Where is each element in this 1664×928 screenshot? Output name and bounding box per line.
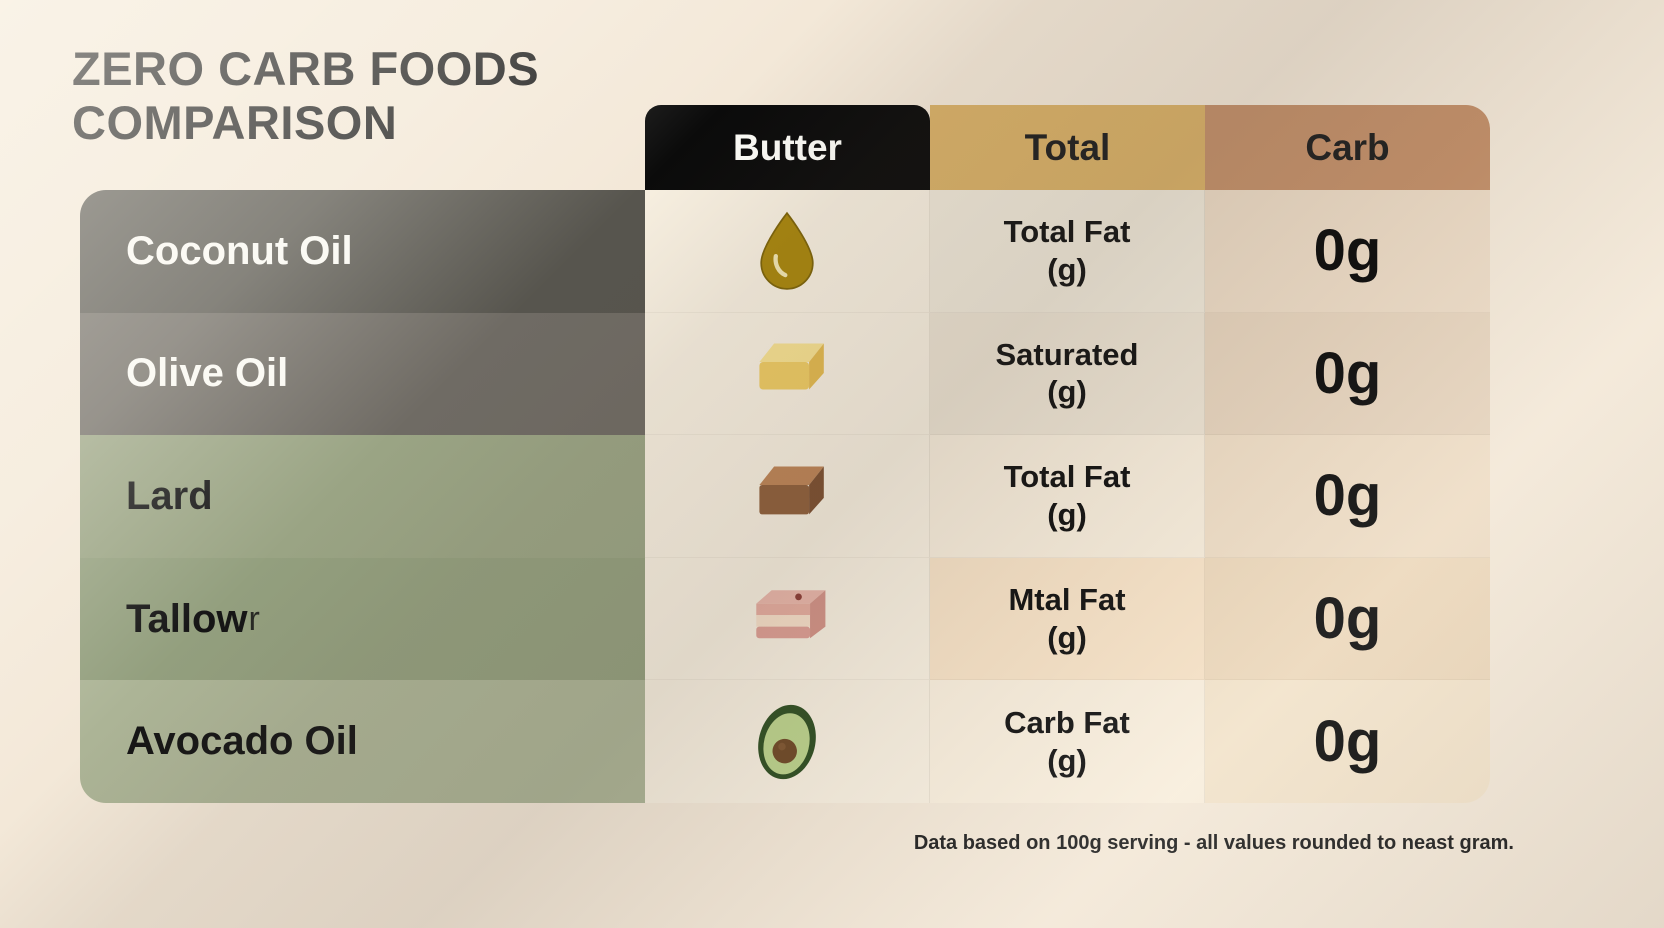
table-body: Coconut Oil Total Fat (g) 0g Olive Oil: [80, 190, 1490, 803]
metric-unit: (g): [1047, 496, 1087, 532]
table-header: Butter Total Carb: [645, 105, 1490, 190]
icon-cell: [645, 680, 930, 803]
text-artifact: r: [248, 599, 260, 638]
metric-cell: Total Fat (g): [930, 190, 1205, 313]
metric-text: Carb Fat: [1004, 704, 1130, 740]
metric-text: Mtal Fat: [1008, 581, 1126, 617]
row-label-olive-oil: Olive Oil: [80, 312, 645, 436]
title-line2: COMPARISON: [72, 96, 398, 150]
avocado-icon: [740, 695, 834, 789]
row-label-text: Olive Oil: [126, 351, 289, 396]
row-label-text: Tallow: [126, 596, 248, 641]
column-header-total: Total: [930, 105, 1205, 190]
row-label-tallow: Tallow r: [80, 557, 645, 681]
metric-unit: (g): [1047, 742, 1087, 778]
row-label-coconut-oil: Coconut Oil: [80, 190, 645, 313]
metric-unit: (g): [1047, 619, 1087, 655]
metric-text: Total Fat: [1003, 459, 1131, 495]
row-label-lard: Lard: [80, 435, 645, 558]
icon-cell: [645, 312, 930, 436]
footnote: Data based on 100g serving - all values …: [913, 832, 1514, 854]
oil-drop-icon: [744, 208, 830, 294]
row-label-avocado-oil: Avocado Oil: [80, 680, 645, 803]
row-label-text: Lard: [126, 473, 213, 518]
metric-cell: Saturated (g): [930, 312, 1205, 436]
column-header-butter: Butter: [645, 105, 930, 190]
metric-cell: Mtal Fat (g): [930, 557, 1205, 681]
value-cell: 0g: [1205, 557, 1490, 681]
value-cell: 0g: [1205, 680, 1490, 803]
metric-text: Saturated: [995, 336, 1139, 372]
column-header-carb: Carb: [1205, 105, 1490, 190]
icon-cell: [645, 435, 930, 558]
value-cell: 0g: [1205, 435, 1490, 558]
row-label-text: Avocado Oil: [126, 719, 358, 764]
tallow-slab-icon: [739, 571, 835, 667]
icon-cell: [645, 557, 930, 681]
metric-cell: Carb Fat (g): [930, 680, 1205, 803]
lard-cube-icon: [741, 450, 833, 542]
metric-text: Total Fat: [1003, 213, 1131, 249]
page-title: ZERO CARB FOODS COMPARISON: [72, 42, 539, 150]
butter-cube-icon: [741, 327, 833, 419]
value-cell: 0g: [1205, 312, 1490, 436]
title-line1: ZERO CARB FOODS: [72, 42, 540, 95]
metric-unit: (g): [1047, 374, 1087, 410]
metric-unit: (g): [1047, 251, 1087, 287]
metric-cell: Total Fat (g): [930, 435, 1205, 558]
row-label-text: Coconut Oil: [126, 228, 353, 273]
value-cell: 0g: [1205, 190, 1490, 313]
icon-cell: [645, 190, 930, 313]
